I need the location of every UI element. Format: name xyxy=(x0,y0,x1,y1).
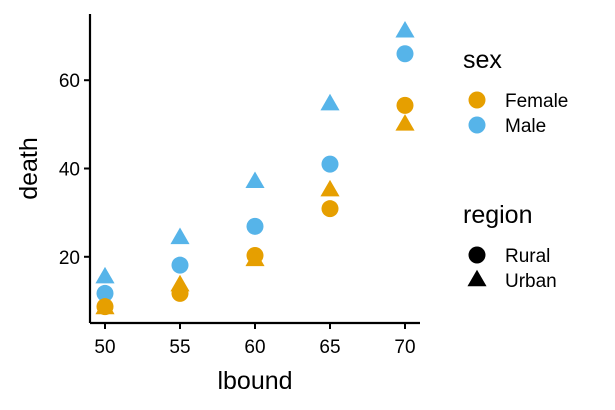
legend-key-female xyxy=(468,91,486,109)
point-male-rural xyxy=(246,217,264,235)
legend-key-urban xyxy=(467,269,487,287)
legend-key-male xyxy=(468,116,486,134)
x-tick-label: 55 xyxy=(169,337,190,358)
x-axis-ticks: 50 55 60 65 70 xyxy=(94,323,416,358)
point-male-rural xyxy=(171,256,189,274)
y-axis-ticks: 20 40 60 xyxy=(59,71,90,269)
legend-label: Female xyxy=(505,91,568,112)
point-female-urban xyxy=(245,249,265,267)
point-female-urban xyxy=(95,297,115,315)
point-male-urban xyxy=(95,266,115,284)
x-tick-label: 70 xyxy=(394,337,415,358)
y-axis-title: death xyxy=(15,137,43,200)
point-male-rural xyxy=(321,155,339,173)
y-tick-label: 40 xyxy=(59,160,80,181)
point-male-urban xyxy=(170,227,190,245)
point-male-rural xyxy=(96,284,114,302)
point-male-urban xyxy=(395,20,415,38)
data-points xyxy=(95,20,415,316)
point-female-urban xyxy=(170,274,190,292)
point-male-rural xyxy=(396,45,414,63)
y-tick-label: 60 xyxy=(59,71,80,92)
point-female-rural xyxy=(321,200,339,218)
point-female-urban xyxy=(395,114,415,131)
point-male-urban xyxy=(320,93,340,111)
point-female-rural xyxy=(396,96,414,114)
x-tick-label: 50 xyxy=(94,337,115,358)
legend-label: Urban xyxy=(505,271,557,292)
y-tick-label: 20 xyxy=(59,248,80,269)
point-male-urban xyxy=(245,171,265,189)
x-axis-title: lbound xyxy=(217,367,292,395)
legend-key-rural xyxy=(468,246,486,264)
legend-title: region xyxy=(463,201,533,229)
x-tick-label: 60 xyxy=(244,337,265,358)
legend-label: Rural xyxy=(505,246,550,267)
x-tick-label: 65 xyxy=(319,337,340,358)
legend-label: Male xyxy=(505,116,546,137)
legend-title: sex xyxy=(463,46,502,74)
point-female-urban xyxy=(320,179,340,197)
